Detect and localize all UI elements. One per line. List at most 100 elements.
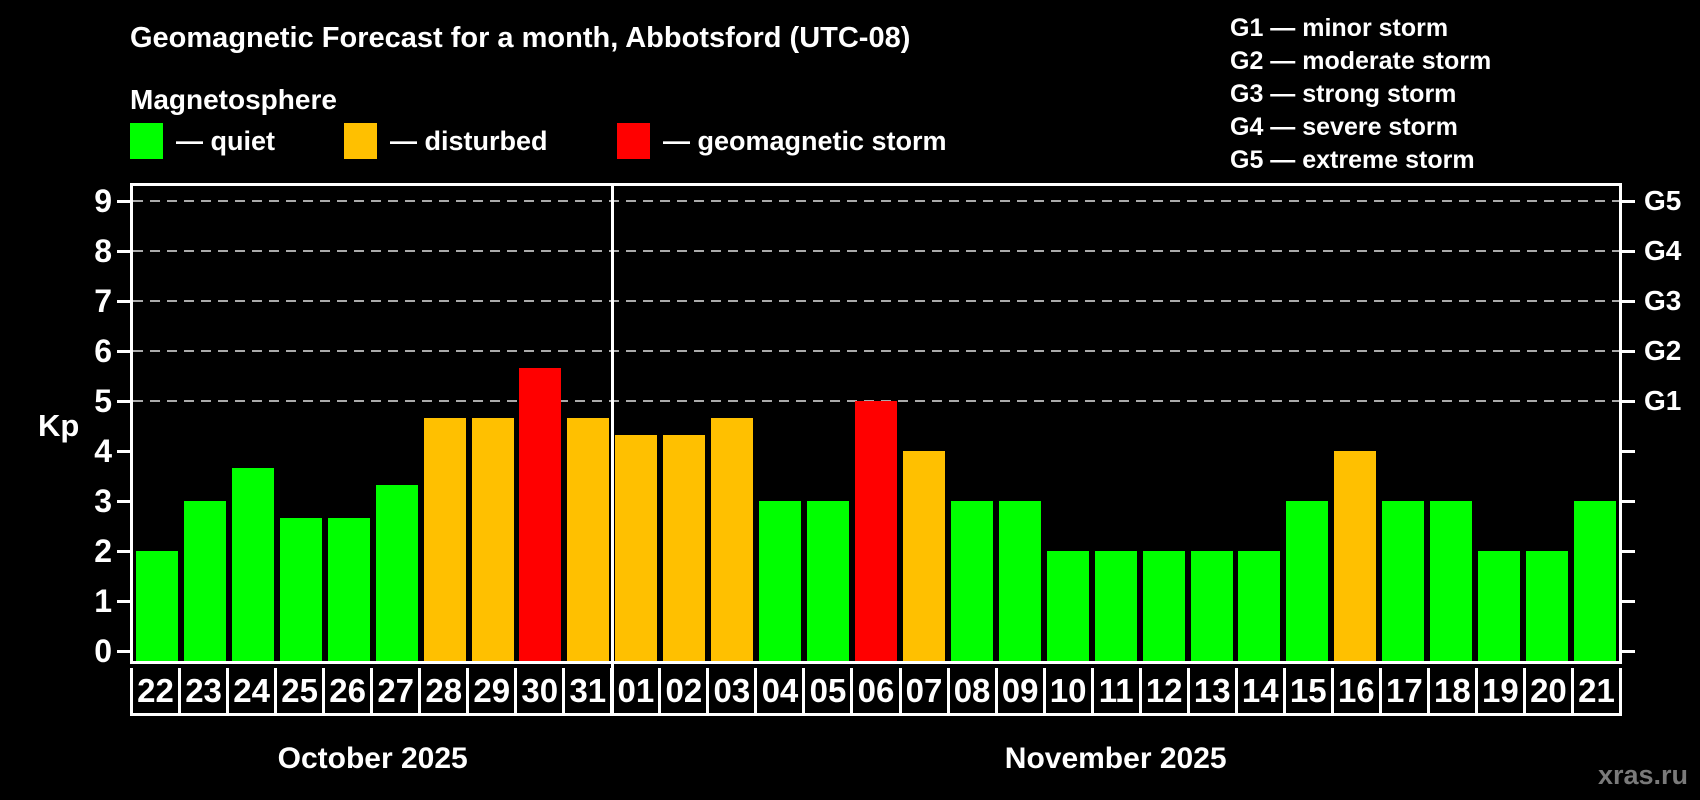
month-label-october: October 2025 bbox=[277, 742, 468, 775]
gridline-kp7 bbox=[133, 300, 1619, 302]
legend-item-quiet: — quiet bbox=[130, 122, 275, 160]
day-axis-row: 22 23 24 25 26 27 28 29 30 31 01 02 03 04 05 06 07 08 09 10… bbox=[130, 668, 1622, 716]
y-axis-tick-5 bbox=[117, 400, 130, 403]
legend-item-storm: — geomagnetic storm bbox=[617, 122, 947, 160]
day-label-05: 05 bbox=[805, 668, 854, 713]
right-axis-tick-6 bbox=[1622, 350, 1635, 353]
kp-bar-26 bbox=[327, 517, 370, 661]
kp-bar-15 bbox=[1286, 501, 1329, 661]
y-axis-tick-7 bbox=[117, 300, 130, 303]
day-label-19: 19 bbox=[1478, 668, 1526, 713]
day-label-18: 18 bbox=[1430, 668, 1478, 713]
kp-bar-24 bbox=[231, 467, 274, 661]
kp-bar-30 bbox=[519, 367, 562, 661]
day-label-01: 01 bbox=[613, 668, 662, 713]
kp-bar-12 bbox=[1142, 551, 1185, 661]
kp-bar-27 bbox=[375, 484, 418, 661]
y-axis-tick-4 bbox=[117, 450, 130, 453]
y-tick-label-9: 9 bbox=[94, 183, 112, 219]
y-tick-label-8: 8 bbox=[94, 233, 112, 269]
g-level-label-g1: G1 bbox=[1644, 385, 1682, 416]
y-tick-label-6: 6 bbox=[94, 333, 112, 369]
quiet-label: — quiet bbox=[176, 125, 275, 156]
right-axis-tick-8 bbox=[1622, 250, 1635, 253]
right-axis-tick-5 bbox=[1622, 400, 1635, 403]
kp-bar-03 bbox=[711, 417, 754, 661]
kp-bar-10 bbox=[1046, 551, 1089, 661]
legend-item-disturbed: — disturbed bbox=[344, 122, 548, 160]
kp-bar-29 bbox=[471, 417, 514, 661]
right-axis-tick-7 bbox=[1622, 300, 1635, 303]
right-axis-tick-9 bbox=[1622, 200, 1635, 203]
day-label-16: 16 bbox=[1334, 668, 1382, 713]
g-level-label-g3: G3 bbox=[1644, 285, 1682, 316]
kp-bar-09 bbox=[998, 501, 1041, 661]
kp-bar-19 bbox=[1478, 551, 1521, 661]
day-label-07: 07 bbox=[902, 668, 950, 713]
y-axis-tick-2 bbox=[117, 550, 130, 553]
day-label-08: 08 bbox=[950, 668, 998, 713]
y-axis-tick-3 bbox=[117, 500, 130, 503]
day-label-29: 29 bbox=[469, 668, 518, 713]
kp-bar-31 bbox=[567, 417, 610, 661]
day-label-20: 20 bbox=[1526, 668, 1574, 713]
right-axis-tick-2 bbox=[1622, 550, 1635, 553]
y-tick-label-2: 2 bbox=[94, 533, 112, 569]
kp-bar-17 bbox=[1382, 501, 1425, 661]
y-tick-label-3: 3 bbox=[94, 483, 112, 519]
day-label-27: 27 bbox=[373, 668, 422, 713]
kp-bar-13 bbox=[1190, 551, 1233, 661]
day-label-24: 24 bbox=[229, 668, 278, 713]
g3-legend-line: G3 — strong storm bbox=[1230, 80, 1457, 108]
day-label-25: 25 bbox=[277, 668, 326, 713]
right-axis-tick-0 bbox=[1622, 650, 1635, 653]
disturbed-color-swatch bbox=[344, 123, 377, 159]
day-label-17: 17 bbox=[1382, 668, 1430, 713]
day-label-09: 09 bbox=[998, 668, 1046, 713]
g4-legend-line: G4 — severe storm bbox=[1230, 113, 1458, 141]
storm-color-swatch bbox=[617, 123, 650, 159]
day-label-21: 21 bbox=[1578, 671, 1615, 709]
y-tick-label-0: 0 bbox=[94, 633, 112, 669]
kp-bar-20 bbox=[1526, 551, 1569, 661]
kp-bar-02 bbox=[663, 434, 706, 661]
day-label-14: 14 bbox=[1238, 668, 1286, 713]
right-axis-tick-3 bbox=[1622, 500, 1635, 503]
day-label-13: 13 bbox=[1190, 668, 1238, 713]
kp-bar-25 bbox=[279, 517, 322, 661]
month-separator bbox=[611, 183, 614, 716]
month-label-november: November 2025 bbox=[1004, 742, 1227, 775]
y-tick-label-4: 4 bbox=[94, 433, 112, 469]
kp-bar-18 bbox=[1430, 501, 1473, 661]
kp-bar-21 bbox=[1574, 501, 1617, 661]
y-axis-tick-8 bbox=[117, 250, 130, 253]
right-axis-tick-4 bbox=[1622, 450, 1635, 453]
gridline-kp8 bbox=[133, 250, 1619, 252]
kp-bar-04 bbox=[759, 501, 802, 661]
storm-label: — geomagnetic storm bbox=[663, 125, 947, 156]
kp-bar-01 bbox=[615, 434, 658, 661]
right-axis-tick-1 bbox=[1622, 600, 1635, 603]
day-label-22: 22 bbox=[133, 668, 182, 713]
y-axis-tick-1 bbox=[117, 600, 130, 603]
g1-legend-line: G1 — minor storm bbox=[1230, 14, 1449, 42]
day-label-30: 30 bbox=[517, 668, 566, 713]
day-label-03: 03 bbox=[709, 668, 758, 713]
y-tick-label-1: 1 bbox=[94, 583, 112, 619]
g-level-label-g5: G5 bbox=[1644, 185, 1682, 216]
kp-bar-14 bbox=[1238, 551, 1281, 661]
plot-area bbox=[130, 183, 1622, 664]
day-label-02: 02 bbox=[661, 668, 710, 713]
y-axis-tick-0 bbox=[117, 650, 130, 653]
day-label-12: 12 bbox=[1142, 668, 1190, 713]
g-scale-legend: G1 — minor storm G2 — moderate storm G3 … bbox=[1230, 12, 1491, 177]
day-label-10: 10 bbox=[1046, 668, 1094, 713]
kp-bar-22 bbox=[135, 551, 178, 661]
kp-bar-16 bbox=[1334, 451, 1377, 661]
gridline-kp9 bbox=[133, 200, 1619, 202]
g2-legend-line: G2 — moderate storm bbox=[1230, 47, 1492, 75]
kp-bar-11 bbox=[1094, 551, 1137, 661]
g5-legend-line: G5 — extreme storm bbox=[1230, 146, 1475, 174]
day-label-26: 26 bbox=[325, 668, 374, 713]
kp-bar-07 bbox=[902, 451, 945, 661]
